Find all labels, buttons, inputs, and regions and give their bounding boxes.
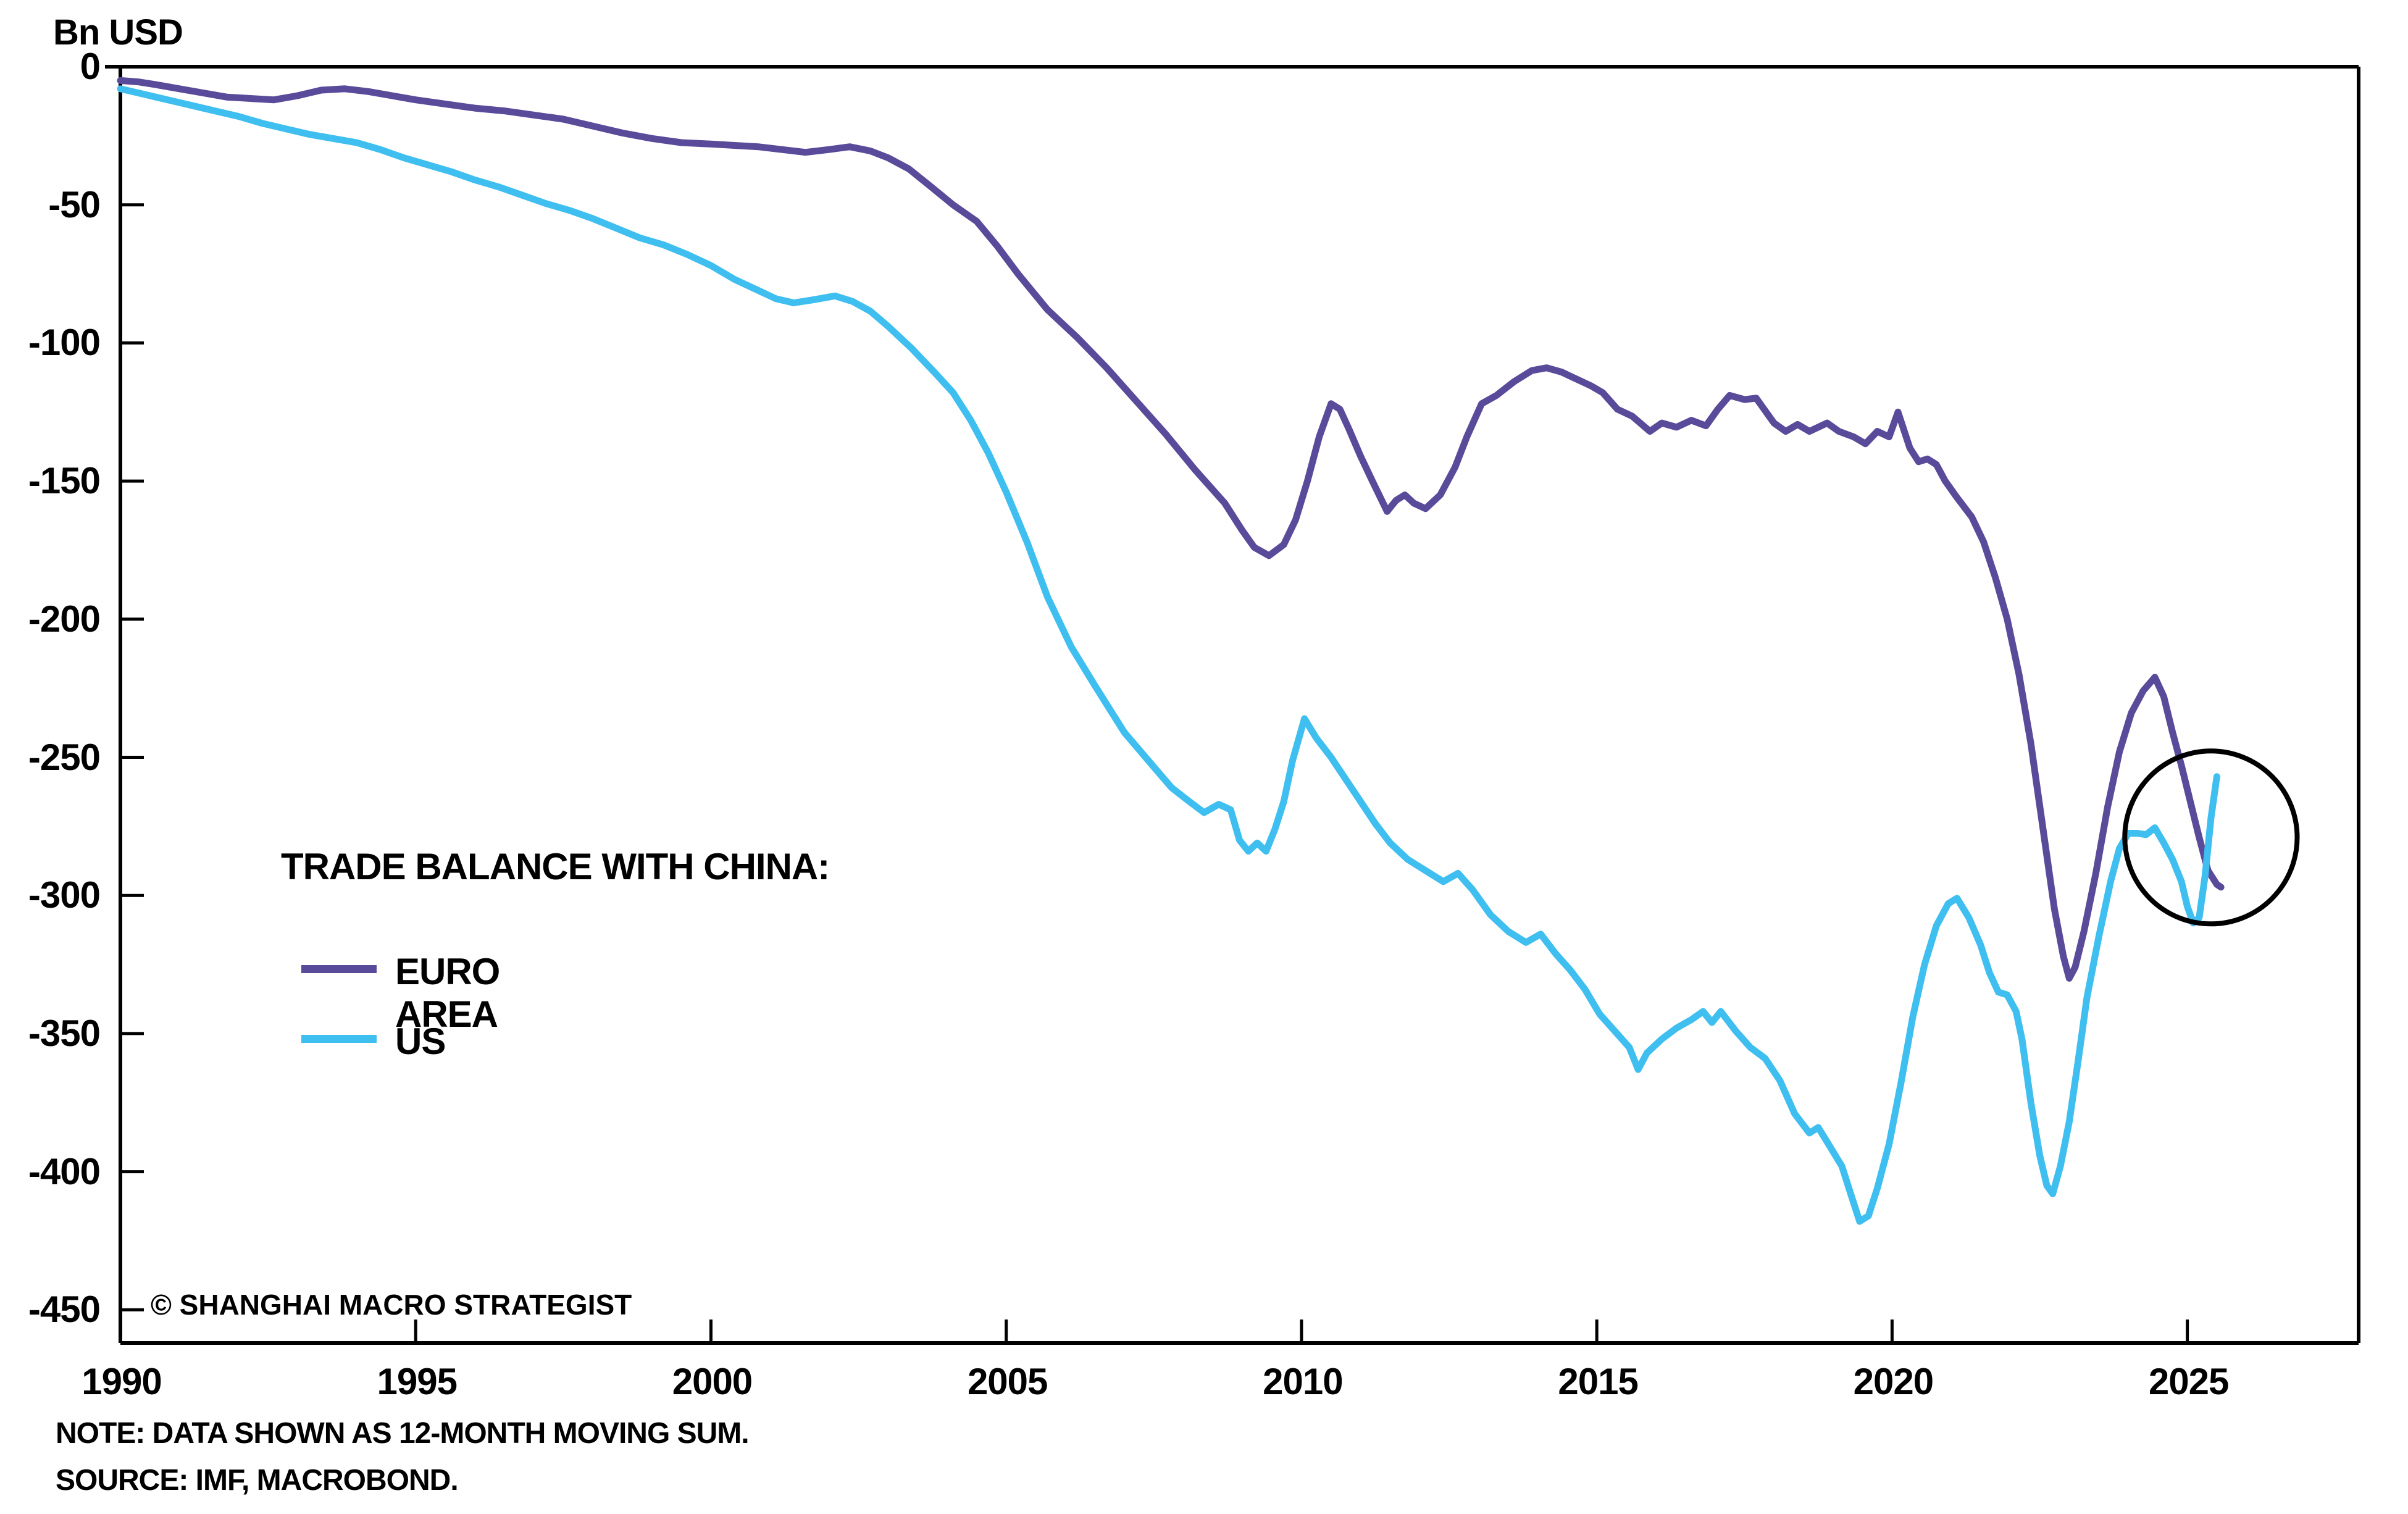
y-tick-label: -200 (28, 598, 101, 640)
series-line-us (117, 85, 2220, 1225)
x-tick-label: 2000 (672, 1361, 753, 1402)
x-tick-label: 1995 (377, 1361, 457, 1402)
x-tick-label: 2020 (1853, 1361, 1934, 1402)
legend-label: EURO AREA (395, 951, 500, 1035)
x-tick-label: 2005 (967, 1361, 1048, 1402)
x-tick-label: 2010 (1263, 1361, 1343, 1402)
y-tick-label: 0 (80, 46, 101, 87)
y-tick-label: -100 (28, 322, 101, 364)
y-tick-label: -50 (48, 183, 101, 225)
watermark: © SHANGHAI MACRO STRATEGIST (151, 1289, 632, 1321)
legend-swatch (301, 965, 377, 973)
y-axis-unit-label: Bn USD (53, 12, 183, 52)
legend-label: US (395, 1021, 446, 1062)
x-tick-label: 2015 (1558, 1361, 1638, 1402)
legend-title: TRADE BALANCE WITH CHINA: (281, 846, 830, 887)
y-tick-label: -350 (28, 1012, 101, 1054)
highlight-circle-annotation (2122, 748, 2300, 927)
source-line: SOURCE: IMF, MACROBOND. (56, 1464, 459, 1497)
y-tick-label: -400 (28, 1150, 101, 1192)
legend-swatch (301, 1035, 377, 1043)
x-tick-label: 1990 (82, 1361, 162, 1402)
y-tick-label: -150 (28, 460, 101, 502)
x-tick-label: 2025 (2148, 1361, 2229, 1402)
series-line-euro-area (117, 77, 2225, 982)
y-tick-label: -300 (28, 874, 101, 916)
y-tick-label: -250 (28, 736, 101, 778)
note-line: NOTE: DATA SHOWN AS 12-MONTH MOVING SUM. (56, 1417, 750, 1450)
y-tick-label: -450 (28, 1289, 101, 1331)
